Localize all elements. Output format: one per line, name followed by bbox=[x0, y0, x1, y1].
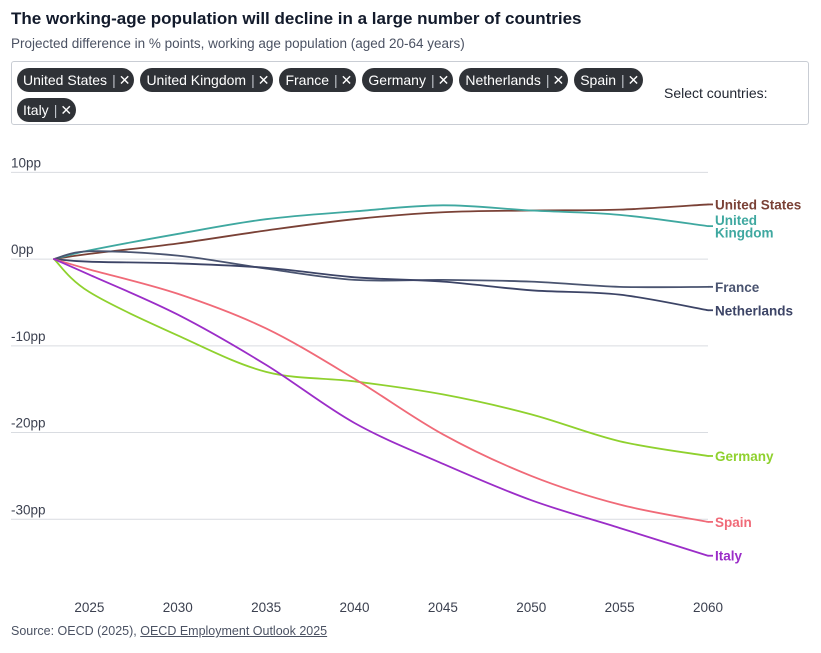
chip-italy: Italy | ✕ bbox=[17, 98, 77, 122]
x-tick-label: 2030 bbox=[163, 600, 193, 615]
chip-netherlands: Netherlands | ✕ bbox=[459, 68, 569, 92]
source-prefix: Source: OECD (2025), bbox=[11, 624, 137, 638]
close-icon[interactable]: ✕ bbox=[118, 72, 131, 88]
close-icon[interactable]: ✕ bbox=[340, 72, 353, 88]
x-tick-label: 2040 bbox=[339, 600, 369, 615]
chip-france: France | ✕ bbox=[279, 68, 357, 92]
country-selector[interactable]: United States | ✕ United Kingdom | ✕ France | ✕ G… bbox=[11, 61, 809, 125]
series-line-united-kingdom bbox=[53, 204, 709, 260]
series-line-united-states bbox=[53, 203, 709, 260]
series-label-united-kingdom: United bbox=[715, 213, 757, 228]
series-line-france bbox=[53, 250, 709, 289]
chip-separator: | bbox=[430, 72, 435, 88]
close-icon[interactable]: ✕ bbox=[257, 72, 270, 88]
close-icon[interactable]: ✕ bbox=[60, 102, 73, 118]
chip-separator: | bbox=[334, 72, 338, 88]
chart-subtitle: Projected difference in % points, workin… bbox=[11, 36, 465, 51]
source-link[interactable]: OECD Employment Outlook 2025 bbox=[140, 624, 328, 638]
series-line-germany bbox=[53, 258, 709, 457]
chip-spain: Spain | ✕ bbox=[574, 68, 644, 92]
series-line-italy bbox=[53, 258, 709, 557]
close-icon[interactable]: ✕ bbox=[437, 72, 450, 88]
chip-label: France bbox=[285, 72, 330, 88]
x-tick-label: 2050 bbox=[516, 600, 546, 615]
close-icon[interactable]: ✕ bbox=[627, 72, 640, 88]
x-tick-label: 2045 bbox=[428, 600, 458, 615]
series-line-spain bbox=[53, 258, 709, 523]
chip-united-kingdom: United Kingdom | ✕ bbox=[140, 68, 274, 92]
series-line-netherlands bbox=[53, 258, 709, 312]
chip-label: Germany bbox=[368, 72, 426, 88]
chart-title: The working-age population will decline … bbox=[11, 9, 582, 28]
chip-separator: | bbox=[545, 72, 550, 88]
y-tick-label: 0pp bbox=[11, 242, 34, 257]
chip-label: Netherlands bbox=[465, 72, 541, 88]
chip-separator: | bbox=[53, 102, 58, 118]
chip-label: United Kingdom bbox=[146, 72, 247, 88]
chip-label: Spain bbox=[580, 72, 617, 88]
x-tick-label: 2055 bbox=[605, 600, 635, 615]
series-label-france: France bbox=[715, 280, 760, 295]
chip-separator: | bbox=[112, 72, 116, 88]
chip-germany: Germany | ✕ bbox=[362, 68, 454, 92]
chip-separator: | bbox=[251, 72, 255, 88]
chip-united-states: United States | ✕ bbox=[17, 68, 135, 92]
chip-label: United States bbox=[23, 72, 108, 88]
series-label-united-kingdom: Kingdom bbox=[715, 225, 774, 240]
x-tick-label: 2025 bbox=[74, 600, 104, 615]
chip-separator: | bbox=[621, 72, 625, 88]
chip-label: Italy bbox=[23, 102, 49, 118]
source-note: Source: OECD (2025), OECD Employment Out… bbox=[11, 624, 327, 638]
x-tick-label: 2035 bbox=[251, 600, 281, 615]
selected-country-chips: United States | ✕ United Kingdom | ✕ France | ✕ G… bbox=[17, 68, 647, 122]
close-icon[interactable]: ✕ bbox=[552, 72, 565, 88]
select-countries-label[interactable]: Select countries: bbox=[664, 85, 768, 101]
y-tick-label: -30pp bbox=[11, 502, 46, 517]
series-label-italy: Italy bbox=[715, 549, 743, 564]
series-label-netherlands: Netherlands bbox=[715, 303, 793, 318]
x-tick-label: 2060 bbox=[693, 600, 723, 615]
series-label-united-states: United States bbox=[715, 197, 801, 212]
y-tick-label: 10pp bbox=[11, 155, 41, 170]
y-tick-label: -20pp bbox=[11, 416, 46, 431]
series-label-germany: Germany bbox=[715, 449, 774, 464]
y-tick-label: -10pp bbox=[11, 329, 46, 344]
series-label-spain: Spain bbox=[715, 515, 752, 530]
